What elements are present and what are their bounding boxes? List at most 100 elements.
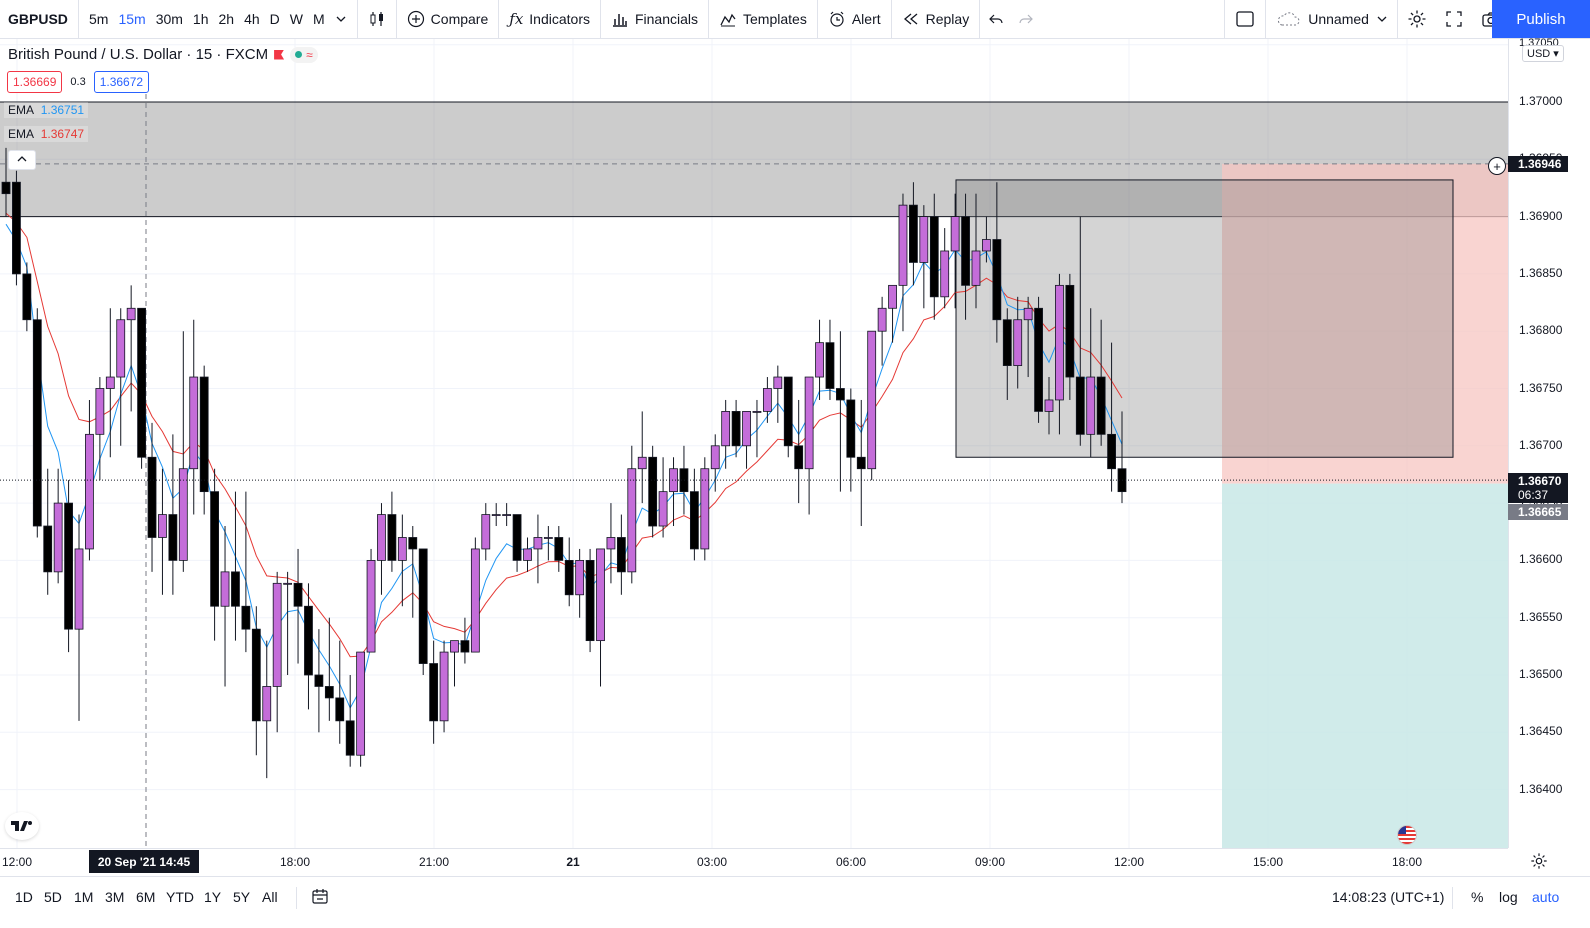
candle: [648, 445, 658, 538]
bearish-candle-body: [1075, 376, 1085, 435]
bullish-candle-body: [126, 307, 136, 321]
ema-fast-label: EMA: [8, 103, 34, 117]
publish-button[interactable]: Publish: [1492, 0, 1590, 38]
range-6m[interactable]: 6M: [136, 889, 156, 905]
alert-button[interactable]: Alert: [818, 0, 891, 39]
auto-toggle[interactable]: auto: [1532, 889, 1560, 905]
chevron-down-icon[interactable]: [330, 14, 352, 24]
range-1y[interactable]: 1Y: [204, 889, 222, 905]
percent-toggle[interactable]: %: [1471, 889, 1484, 905]
settings-button[interactable]: [1398, 0, 1436, 39]
symbol-search[interactable]: GBPUSD: [8, 11, 68, 27]
range-3m[interactable]: 3M: [105, 889, 125, 905]
bullish-candle-body: [971, 250, 981, 286]
interval-5m[interactable]: 5m: [89, 11, 109, 27]
candle: [450, 640, 459, 687]
interval-w[interactable]: W: [289, 11, 303, 27]
candle: [815, 319, 824, 400]
range-5d[interactable]: 5D: [44, 889, 62, 905]
clock[interactable]: 14:08:23 (UTC+1): [1332, 889, 1445, 905]
chart-type-button[interactable]: [358, 0, 396, 39]
interval-d[interactable]: D: [269, 11, 280, 27]
range-all[interactable]: All: [262, 889, 278, 905]
bearish-candle-body: [783, 376, 793, 447]
interval-2h[interactable]: 2h: [218, 11, 235, 27]
candle: [387, 491, 397, 572]
candle: [971, 193, 981, 309]
candle: [1044, 377, 1054, 435]
function-icon: ƒx: [509, 10, 524, 28]
financials-button[interactable]: Financials: [601, 0, 708, 39]
price-tick-label: 1.36600: [1519, 552, 1563, 567]
time-tick-label: 09:00: [974, 855, 1006, 869]
candle: [1096, 319, 1106, 446]
currency-selector[interactable]: USD ▾: [1522, 45, 1564, 62]
divider: [979, 0, 981, 39]
compare-button[interactable]: Compare: [397, 0, 499, 39]
range-1m[interactable]: 1M: [74, 889, 94, 905]
bearish-candle-body: [992, 239, 1002, 321]
interval-m[interactable]: M: [313, 11, 325, 27]
price-axis[interactable]: 1.370501.370001.369501.369001.368501.368…: [1508, 37, 1590, 848]
undo-icon[interactable]: [988, 11, 1004, 27]
time-axis[interactable]: 12:00 18:00 21:00 21 03:00 06:00 09:00 12:00 15:…: [0, 848, 1508, 876]
range-5y[interactable]: 5Y: [233, 889, 251, 905]
top-toolbar: GBPUSD 5m 15m 30m 1h 2h 4h D W M Compare…: [0, 0, 1590, 39]
bullish-candle-body: [85, 433, 94, 550]
fullscreen-icon: [1445, 10, 1463, 28]
plus-circle-icon: [407, 10, 425, 28]
bullish-candle-body: [439, 651, 449, 722]
bullish-candle-body: [481, 514, 491, 550]
candle: [773, 365, 783, 423]
interval-group: 5m 15m 30m 1h 2h 4h D W M: [79, 0, 357, 39]
redo-icon[interactable]: [1018, 11, 1034, 27]
bearish-candle-body: [418, 548, 428, 664]
indicators-button[interactable]: ƒx Indicators: [499, 0, 600, 39]
layout-name: Unnamed: [1308, 11, 1369, 27]
us-flag-event-icon[interactable]: [1397, 825, 1417, 845]
bearish-candle-body: [293, 582, 303, 607]
ask-price[interactable]: 1.36672: [93, 71, 150, 93]
tradingview-logo[interactable]: [5, 812, 39, 840]
bullish-candle-body: [752, 411, 762, 413]
symbol-description[interactable]: British Pound / U.S. Dollar · 15 · FXCM: [8, 46, 269, 63]
candle: [929, 193, 939, 320]
ema-fast-line: [5, 223, 1123, 710]
ema-slow-legend[interactable]: EMA 1.36747: [4, 126, 89, 142]
range-ytd[interactable]: YTD: [166, 889, 194, 905]
goto-date-icon[interactable]: [311, 888, 329, 911]
interval-4h[interactable]: 4h: [244, 11, 260, 27]
add-alert-icon[interactable]: +: [1488, 157, 1506, 175]
financials-label: Financials: [634, 11, 699, 27]
divider: [395, 0, 397, 39]
candle: [1075, 216, 1085, 446]
interval-30m[interactable]: 30m: [155, 11, 183, 27]
interval-15m[interactable]: 15m: [118, 11, 146, 27]
axis-settings-button[interactable]: [1530, 852, 1548, 875]
layout-name-button[interactable]: Unnamed: [1266, 0, 1397, 39]
bearish-candle-body: [64, 502, 73, 630]
price-tick-label: 1.36500: [1519, 667, 1563, 681]
fullscreen-button[interactable]: [1436, 0, 1472, 39]
bearish-candle-body: [231, 571, 240, 607]
bearish-candle-body: [147, 456, 157, 538]
templates-button[interactable]: Templates: [709, 0, 817, 39]
time-tick-label: 12:00: [1, 855, 33, 869]
divider: [1452, 887, 1453, 909]
candle: [460, 617, 470, 664]
collapse-legend-button[interactable]: [8, 150, 36, 170]
multi-layout-button[interactable]: [1225, 0, 1265, 39]
candle: [836, 331, 845, 492]
candle: [1023, 296, 1033, 378]
bearish-candle-body: [585, 560, 595, 642]
alert-label: Alert: [851, 11, 881, 27]
bullish-candle-body: [397, 537, 407, 561]
chart-canvas[interactable]: [0, 39, 1508, 848]
replay-button[interactable]: Replay: [892, 0, 980, 39]
log-toggle[interactable]: log: [1499, 889, 1518, 905]
interval-1h[interactable]: 1h: [192, 11, 209, 27]
range-1d[interactable]: 1D: [15, 889, 33, 905]
candle: [689, 468, 699, 561]
ema-fast-legend[interactable]: EMA 1.36751: [4, 102, 89, 118]
bid-price[interactable]: 1.36669: [7, 71, 63, 93]
